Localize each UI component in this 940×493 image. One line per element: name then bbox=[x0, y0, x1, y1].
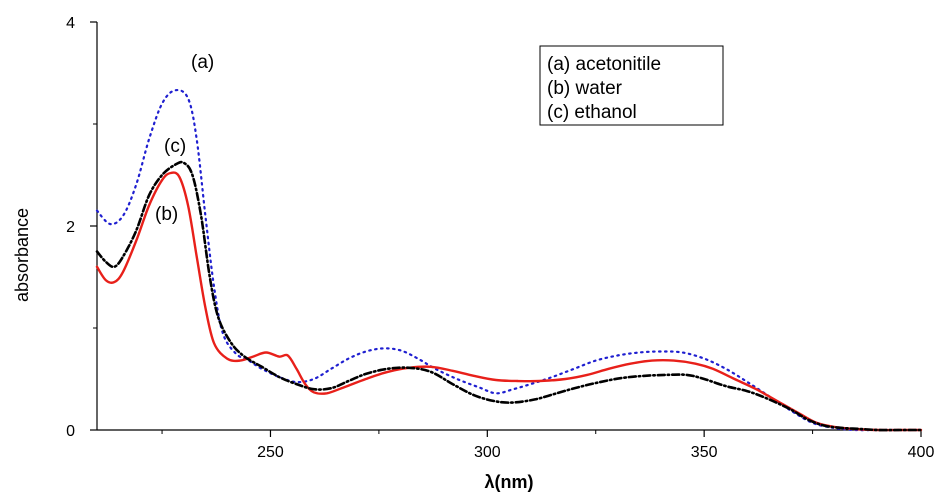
tick-labels: 250 300 350 400 0 2 4 bbox=[66, 15, 934, 461]
curve-label-a: (a) bbox=[191, 52, 214, 73]
x-tick-label: 400 bbox=[908, 444, 935, 461]
legend: (a) acetonitile (b) water (c) ethanol bbox=[539, 45, 724, 126]
x-axis-title: λ(nm) bbox=[485, 472, 534, 492]
y-tick-label: 4 bbox=[66, 15, 75, 32]
legend-entry-c: (c) ethanol bbox=[547, 102, 637, 123]
y-tick-label: 0 bbox=[66, 423, 75, 440]
series-line-a bbox=[95, 88, 923, 432]
legend-entry-a: (a) acetonitile bbox=[547, 54, 661, 75]
y-tick-label: 2 bbox=[66, 219, 75, 236]
legend-box bbox=[539, 45, 724, 126]
axes bbox=[96, 22, 921, 431]
curve-label-b: (b) bbox=[155, 204, 178, 225]
x-tick-label: 300 bbox=[474, 444, 501, 461]
curve-label-c: (c) bbox=[164, 136, 186, 157]
plot-area bbox=[95, 88, 923, 432]
series-line-c bbox=[95, 160, 923, 432]
legend-entry-b: (b) water bbox=[547, 78, 623, 99]
x-tick-label: 250 bbox=[257, 444, 284, 461]
ticks bbox=[90, 21, 922, 437]
series-line-b bbox=[95, 171, 923, 432]
x-tick-label: 350 bbox=[691, 444, 718, 461]
y-axis-title: absorbance bbox=[12, 208, 32, 302]
